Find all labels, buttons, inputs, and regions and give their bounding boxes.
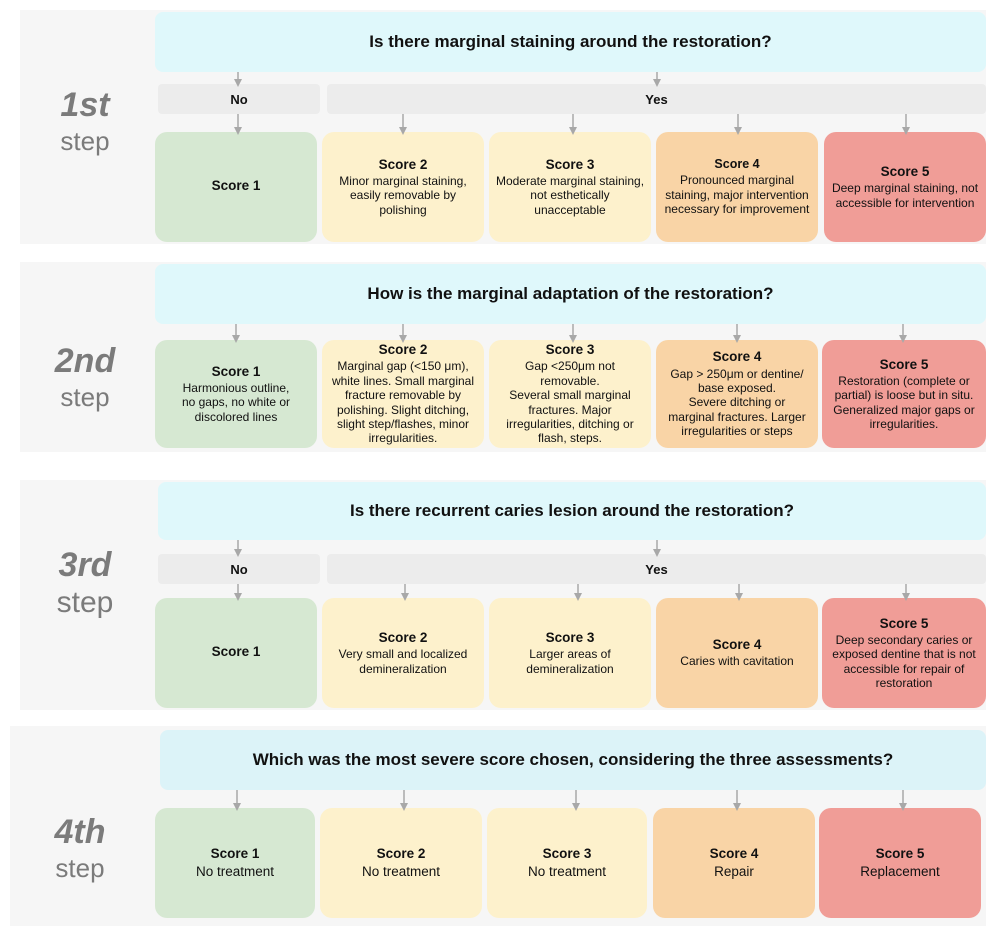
score-description: Deep secondary caries or exposed dentine… — [832, 632, 976, 690]
step-1-score-3: Score 3 Moderate marginal staining, not … — [489, 132, 651, 242]
step-4-score-5: Score 5 Replacement — [819, 808, 981, 918]
score-title: Score 3 — [545, 156, 595, 172]
step-1-score-2: Score 2 Minor marginal staining, easily … — [322, 132, 484, 242]
step-4-score-2: Score 2 No treatment — [320, 808, 482, 918]
step-2-score-4: Score 4 Gap > 250μm or dentine/ base exp… — [656, 340, 818, 448]
score-title: Score 1 — [211, 363, 261, 379]
score-description: No treatment — [527, 863, 607, 879]
score-description: Gap > 250μm or dentine/ base exposed. Se… — [668, 366, 806, 439]
score-title: Score 5 — [879, 615, 929, 631]
step-2-score-5: Score 5 Restoration (complete or partial… — [822, 340, 986, 448]
score-description: Larger areas of demineralization — [526, 647, 614, 676]
step-2-question: How is the marginal adaptation of the re… — [155, 264, 986, 324]
score-title: Score 5 — [880, 164, 930, 180]
score-title: Score 3 — [545, 630, 595, 646]
score-description: No treatment — [195, 863, 275, 879]
score-title: Score 4 — [709, 846, 759, 862]
score-title: Score 2 — [378, 342, 428, 358]
step-4-number: 4th — [54, 813, 106, 851]
score-description: Marginal gap (<150 μm), white lines. Sma… — [331, 359, 475, 446]
score-description: Minor marginal staining, easily removabl… — [339, 174, 467, 217]
step-3-no-bar: No — [158, 554, 320, 584]
step-3-word: step — [56, 586, 114, 619]
step-3-number: 3rd — [58, 546, 112, 584]
step-1-word: step — [60, 126, 110, 156]
score-description: Moderate marginal staining, not esthetic… — [495, 174, 645, 217]
score-title: Score 4 — [712, 349, 762, 365]
score-description: Restoration (complete or partial) is loo… — [833, 373, 975, 431]
score-description: Repair — [714, 863, 754, 879]
score-description: No treatment — [361, 863, 441, 879]
score-title: Score 4 — [714, 157, 760, 172]
score-title: Score 2 — [378, 630, 428, 646]
step-4-label: 4th step — [20, 815, 140, 881]
score-title: Score 4 — [712, 637, 762, 653]
step-3-score-2: Score 2 Very small and localized deminer… — [322, 598, 484, 708]
step-1-score-4: Score 4 Pronounced marginal staining, ma… — [656, 132, 818, 242]
step-3-score-5: Score 5 Deep secondary caries or exposed… — [822, 598, 986, 708]
step-2-score-1: Score 1 Harmonious outline, no gaps, no … — [155, 340, 317, 448]
score-title: Score 2 — [376, 846, 426, 862]
score-description: Replacement — [860, 863, 940, 879]
score-description: Pronounced marginal staining, major inte… — [664, 173, 810, 217]
score-description: Caries with cavitation — [680, 654, 794, 669]
score-title: Score 5 — [879, 356, 929, 372]
score-title: Score 1 — [211, 178, 261, 194]
score-title: Score 3 — [545, 342, 595, 358]
step-4-question: Which was the most severe score chosen, … — [160, 730, 986, 790]
step-2-score-2: Score 2 Marginal gap (<150 μm), white li… — [322, 340, 484, 448]
score-title: Score 3 — [542, 846, 592, 862]
score-description: Very small and localized demineralizatio… — [338, 647, 468, 676]
score-description: Harmonious outline, no gaps, no white or… — [181, 381, 291, 424]
score-title: Score 5 — [875, 846, 925, 862]
step-1-label: 1st step — [30, 88, 140, 154]
score-description: Deep marginal staining, not accessible f… — [831, 181, 979, 210]
step-2-label: 2nd step — [30, 344, 140, 410]
step-3-label: 3rd step — [25, 548, 145, 618]
score-title: Score 1 — [210, 846, 260, 862]
step-2-word: step — [60, 382, 110, 412]
step-4-score-3: Score 3 No treatment — [487, 808, 647, 918]
step-1-no-bar: No — [158, 84, 320, 114]
step-3-yes-bar: Yes — [327, 554, 986, 584]
score-title: Score 2 — [378, 156, 428, 172]
step-1-question: Is there marginal staining around the re… — [155, 12, 986, 72]
step-3-score-1: Score 1 — [155, 598, 317, 708]
step-2-score-3: Score 3 Gap <250μm not removable. Severa… — [489, 340, 651, 448]
step-1-score-1: Score 1 — [155, 132, 317, 242]
step-3-score-4: Score 4 Caries with cavitation — [656, 598, 818, 708]
step-4-score-1: Score 1 No treatment — [155, 808, 315, 918]
score-description: Gap <250μm not removable. Several small … — [506, 359, 634, 446]
step-3-question: Is there recurrent caries lesion around … — [158, 482, 986, 540]
step-3-score-3: Score 3 Larger areas of demineralization — [489, 598, 651, 708]
step-1-score-5: Score 5 Deep marginal staining, not acce… — [824, 132, 986, 242]
step-4-word: step — [55, 853, 105, 883]
step-4-score-4: Score 4 Repair — [653, 808, 815, 918]
step-1-number: 1st — [60, 86, 110, 124]
score-title: Score 1 — [211, 644, 261, 660]
step-2-number: 2nd — [54, 342, 116, 380]
step-1-yes-bar: Yes — [327, 84, 986, 114]
